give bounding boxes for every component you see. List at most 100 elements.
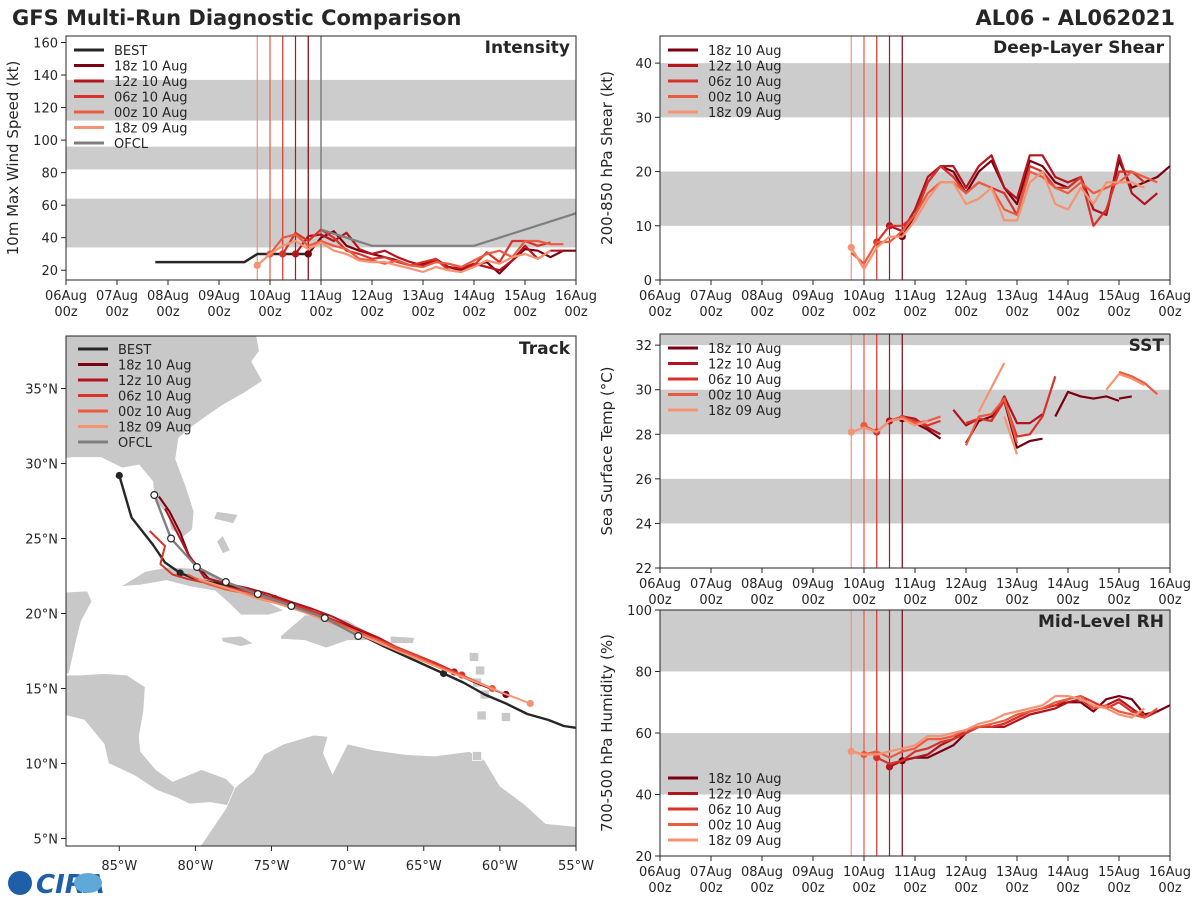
sst-series-18z-10-aug: [1054, 390, 1120, 418]
sst-ytick-label: 26: [635, 473, 652, 488]
track-panel: 85°W 80°W 75°W 70°W 65°W 60°W 55°W 5°N 10°N 15°N 2…: [25, 335, 594, 874]
rh-series-06z-10-aug: [876, 694, 1145, 765]
rh-ytick-label: 60: [635, 727, 652, 742]
sst-xtick-label: 00z: [648, 593, 672, 608]
rh-xtick-label: 16Aug: [1149, 865, 1191, 880]
intensity-xtick-label: 16Aug: [555, 289, 597, 304]
intensity-ytick-label: 100: [33, 134, 58, 149]
intensity-point-06z-10-aug: [279, 250, 287, 258]
sst-legend-label: 06z 10 Aug: [708, 373, 782, 388]
rh-xtick-label: 00z: [954, 881, 978, 896]
intensity-ytick-label: 120: [33, 102, 58, 117]
lesser-antilles-land: [475, 665, 486, 676]
intensity-ylabel: 10m Max Wind Speed (kt): [4, 61, 22, 256]
intensity-xtick-label: 00z: [513, 305, 537, 320]
sst-xtick-label: 15Aug: [1098, 577, 1140, 592]
intensity-legend-label: 18z 09 Aug: [114, 122, 188, 137]
intensity-xtick-label: 00z: [564, 305, 588, 320]
sst-xtick-label: 14Aug: [1047, 577, 1089, 592]
rh-panel: 2040608010006Aug00z07Aug00z08Aug00z09Aug…: [598, 604, 1191, 896]
track-ytick-label: 25°N: [25, 533, 58, 548]
bahamas-land: [213, 511, 239, 524]
rh-ytick-label: 100: [627, 604, 652, 619]
track-point-ofcl: [192, 562, 201, 571]
track-legend-label: 12z 10 Aug: [118, 374, 192, 389]
track-xtick-label: 55°W: [558, 859, 594, 874]
intensity-xtick-label: 00z: [411, 305, 435, 320]
rh-xtick-label: 14Aug: [1047, 865, 1089, 880]
rh-xtick-label: 07Aug: [690, 865, 732, 880]
track-ytick-label: 15°N: [25, 683, 58, 698]
rh-legend-label: 06z 10 Aug: [708, 803, 782, 818]
shear-xtick-label: 00z: [1158, 305, 1182, 320]
shear-xtick-label: 00z: [1107, 305, 1131, 320]
track-xtick-label: 85°W: [101, 859, 137, 874]
rh-xtick-label: 09Aug: [792, 865, 834, 880]
sst-xtick-label: 00z: [903, 593, 927, 608]
intensity-xtick-label: 00z: [105, 305, 129, 320]
intensity-ytick-label: 160: [33, 37, 58, 52]
intensity-legend-label: 00z 10 Aug: [114, 106, 188, 121]
rh-xtick-label: 00z: [699, 881, 723, 896]
rh-xtick-label: 06Aug: [639, 865, 681, 880]
intensity-series-06z-10-aug: [281, 228, 551, 273]
intensity-ytick-label: 20: [41, 264, 58, 279]
intensity-legend-label: 18z 10 Aug: [114, 60, 188, 75]
shear-xtick-label: 11Aug: [894, 289, 936, 304]
track-point-18z-09-aug: [526, 699, 534, 708]
rh-point-12z-10-aug: [885, 763, 894, 771]
track-lines: [115, 471, 587, 732]
shear-series-18z-09-aug: [850, 170, 1145, 271]
shear-panel: 01020304006Aug00z07Aug00z08Aug00z09Aug00…: [598, 35, 1191, 320]
rh-legend-label: 18z 09 Aug: [708, 834, 782, 849]
intensity-legend-label: OFCL: [114, 137, 149, 152]
rh-xtick-label: 12Aug: [945, 865, 987, 880]
rh-xtick-label: 00z: [648, 881, 672, 896]
cira-logo: CIRA: [8, 870, 105, 900]
rh-ytick-label: 80: [635, 666, 652, 681]
sst-panel: 22242628303206Aug00z07Aug00z08Aug00z09Au…: [598, 333, 1191, 608]
track-point-best: [580, 725, 587, 732]
rh-xtick-label: 00z: [903, 881, 927, 896]
rh-xtick-label: 00z: [1158, 881, 1182, 896]
track-best: [118, 475, 133, 518]
shear-xtick-label: 10Aug: [843, 289, 885, 304]
sst-xtick-label: 00z: [852, 593, 876, 608]
sst-xtick-label: 00z: [1158, 593, 1182, 608]
track-point-best: [176, 569, 184, 577]
intensity-legend-label: 12z 10 Aug: [114, 75, 188, 90]
intensity-xtick-label: 00z: [258, 305, 282, 320]
track-legend-label: 00z 10 Aug: [118, 405, 192, 420]
rh-legend-label: 18z 10 Aug: [708, 772, 782, 787]
shear-series-06z-10-aug: [875, 165, 1146, 243]
shear-legend-label: 18z 09 Aug: [708, 106, 782, 121]
intensity-point-12z-10-aug: [291, 250, 300, 258]
sst-xtick-label: 00z: [801, 593, 825, 608]
sst-ytick-label: 22: [635, 562, 652, 577]
shear-legend-label: 06z 10 Aug: [708, 75, 782, 90]
shear-xtick-label: 06Aug: [639, 289, 681, 304]
shear-xtick-label: 07Aug: [690, 289, 732, 304]
track-legend-label: 06z 10 Aug: [118, 390, 192, 405]
track-xtick-label: 80°W: [177, 859, 213, 874]
intensity-series-00z-10-aug: [269, 233, 564, 269]
central-america-land: [66, 673, 236, 806]
rh-band: [660, 733, 1170, 795]
shear-legend-label: 00z 10 Aug: [708, 91, 782, 106]
track-ofcl: [153, 494, 359, 638]
intensity-point-18z-10-aug: [304, 250, 312, 258]
intensity-legend-label: BEST: [114, 44, 147, 59]
rh-ylabel: 700-500 hPa Humidity (%): [598, 634, 616, 832]
rh-title: Mid-Level RH: [1038, 612, 1164, 632]
intensity-xtick-label: 15Aug: [504, 289, 546, 304]
track-point-ofcl: [354, 631, 363, 640]
track-point-ofcl: [167, 534, 176, 543]
sst-xtick-label: 06Aug: [639, 577, 681, 592]
lesser-antilles-land: [476, 710, 487, 721]
track-ytick-label: 20°N: [25, 608, 58, 623]
sst-series-12z-10-aug: [952, 395, 1044, 427]
rh-series-12z-10-aug: [889, 698, 1158, 768]
lesser-antilles-land: [501, 712, 511, 722]
sst-band: [660, 334, 1170, 346]
shear-ytick-label: 40: [635, 57, 652, 72]
